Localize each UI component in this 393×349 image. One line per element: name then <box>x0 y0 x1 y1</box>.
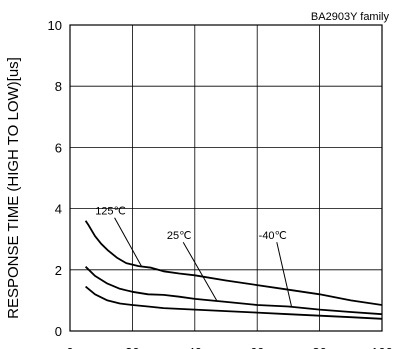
series-line-1 <box>84 266 383 316</box>
series-line-0 <box>84 220 383 306</box>
y-tick-label: 10 <box>48 18 62 33</box>
x-tick-label: 100 <box>371 345 393 349</box>
x-tick-label: 80 <box>312 345 326 349</box>
chart-title: BA2903Y family <box>311 11 390 23</box>
x-tick-label: 20 <box>125 345 139 349</box>
series-lines <box>84 220 383 320</box>
series-label-0: 125℃ <box>95 206 126 218</box>
x-tick-label: 0 <box>66 345 73 349</box>
series-label-leader-0 <box>114 217 143 267</box>
y-tick-label: 2 <box>55 263 62 278</box>
plot-frame <box>69 24 383 332</box>
series-label-1: 25℃ <box>167 230 192 242</box>
y-tick-label: 8 <box>55 79 62 94</box>
series-line-2 <box>85 285 383 320</box>
y-tick-label: 6 <box>55 140 62 155</box>
series-label-leader-1 <box>182 241 218 301</box>
annotations: 125℃ 25℃ -40℃ <box>95 206 293 307</box>
series-label-2: -40℃ <box>259 230 287 242</box>
y-axis-label: RESPONSE TIME (HIGH TO LOW)[us] <box>5 57 22 319</box>
series-label-leader-2 <box>276 242 293 307</box>
y-tick-labels: 0 2 4 6 8 10 <box>48 18 62 339</box>
x-tick-label: 40 <box>188 345 202 349</box>
y-tick-label: 4 <box>55 202 62 217</box>
y-tick-label: 0 <box>55 324 62 339</box>
grid-lines <box>70 25 382 331</box>
x-tick-labels: 0 20 40 60 80 100 <box>66 345 392 349</box>
x-tick-label: 60 <box>250 345 264 349</box>
